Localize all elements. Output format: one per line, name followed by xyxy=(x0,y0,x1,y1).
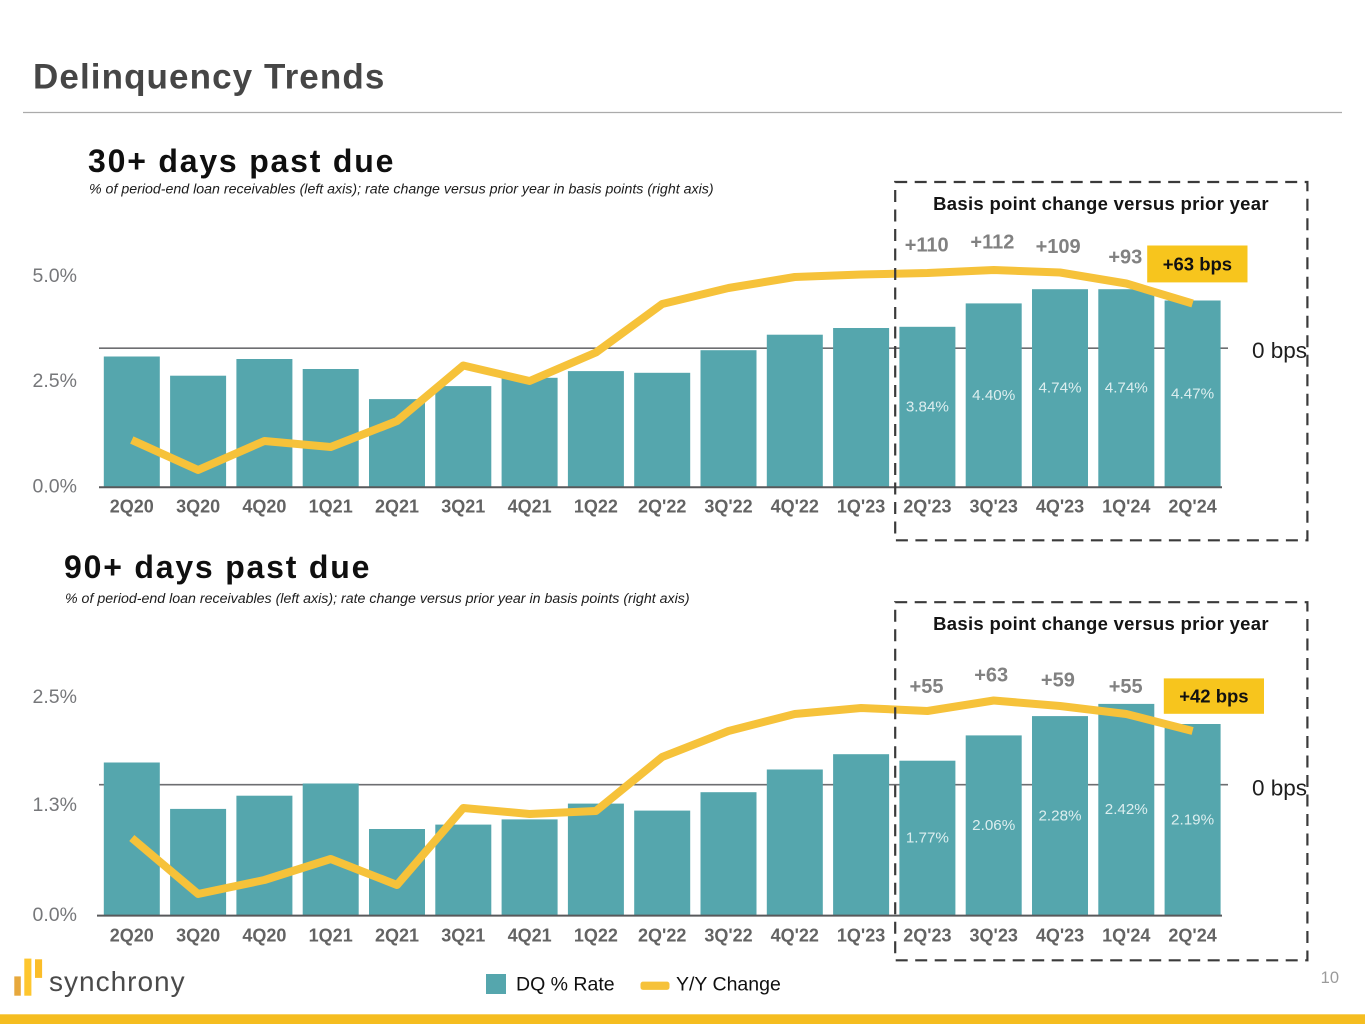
svg-text:2Q20: 2Q20 xyxy=(110,497,154,517)
svg-text:2.06%: 2.06% xyxy=(972,817,1015,834)
svg-text:2.42%: 2.42% xyxy=(1105,801,1148,818)
svg-text:4.74%: 4.74% xyxy=(1105,380,1148,397)
svg-text:4Q'23: 4Q'23 xyxy=(1036,497,1084,517)
svg-text:2.5%: 2.5% xyxy=(33,686,77,708)
svg-text:3Q'22: 3Q'22 xyxy=(704,926,752,946)
svg-text:Basis point change versus prio: Basis point change versus prior year xyxy=(933,613,1269,634)
svg-text:+55: +55 xyxy=(910,676,944,698)
svg-text:+112: +112 xyxy=(970,232,1014,254)
svg-text:2Q'22: 2Q'22 xyxy=(638,926,686,946)
svg-text:1.77%: 1.77% xyxy=(906,830,949,847)
svg-text:4Q'22: 4Q'22 xyxy=(771,926,819,946)
svg-text:3Q'23: 3Q'23 xyxy=(970,497,1018,517)
svg-text:% of period-end loan receivabl: % of period-end loan receivables (left a… xyxy=(65,591,690,607)
svg-text:4.40%: 4.40% xyxy=(972,387,1015,404)
svg-text:+93: +93 xyxy=(1108,247,1142,269)
svg-text:3Q'23: 3Q'23 xyxy=(970,926,1018,946)
svg-text:4Q21: 4Q21 xyxy=(508,926,552,946)
svg-text:2Q21: 2Q21 xyxy=(375,926,419,946)
svg-text:4Q'22: 4Q'22 xyxy=(771,497,819,517)
svg-text:2Q20: 2Q20 xyxy=(110,926,154,946)
svg-text:0 bps: 0 bps xyxy=(1252,338,1307,363)
svg-text:2Q'24: 2Q'24 xyxy=(1168,497,1216,517)
svg-text:1.3%: 1.3% xyxy=(33,794,77,816)
svg-text:2Q21: 2Q21 xyxy=(375,497,419,517)
svg-text:90+ days past due: 90+ days past due xyxy=(64,549,371,585)
svg-text:+63: +63 xyxy=(974,665,1008,687)
svg-text:2.19%: 2.19% xyxy=(1171,811,1214,828)
svg-text:DQ % Rate: DQ % Rate xyxy=(516,974,615,996)
svg-text:1Q'23: 1Q'23 xyxy=(837,497,885,517)
svg-text:4Q'23: 4Q'23 xyxy=(1036,926,1084,946)
svg-text:1Q21: 1Q21 xyxy=(309,497,353,517)
svg-text:2Q'23: 2Q'23 xyxy=(903,497,951,517)
svg-text:5.0%: 5.0% xyxy=(33,265,77,287)
svg-text:+42 bps: +42 bps xyxy=(1179,686,1248,707)
svg-text:3Q'22: 3Q'22 xyxy=(704,497,752,517)
svg-text:0.0%: 0.0% xyxy=(33,904,77,926)
svg-text:4Q21: 4Q21 xyxy=(508,497,552,517)
svg-text:0 bps: 0 bps xyxy=(1252,776,1307,801)
svg-text:4.47%: 4.47% xyxy=(1171,385,1214,402)
svg-text:2.28%: 2.28% xyxy=(1038,807,1081,824)
svg-text:1Q'24: 1Q'24 xyxy=(1102,926,1150,946)
svg-text:4Q20: 4Q20 xyxy=(242,926,286,946)
svg-text:4.74%: 4.74% xyxy=(1038,380,1081,397)
svg-text:2Q'23: 2Q'23 xyxy=(903,926,951,946)
svg-text:2Q'22: 2Q'22 xyxy=(638,497,686,517)
svg-text:+59: +59 xyxy=(1041,669,1075,691)
svg-text:+109: +109 xyxy=(1036,236,1081,258)
svg-text:+63 bps: +63 bps xyxy=(1163,254,1232,275)
svg-text:1Q22: 1Q22 xyxy=(574,926,618,946)
svg-text:2.5%: 2.5% xyxy=(33,370,77,392)
svg-text:3.84%: 3.84% xyxy=(906,399,949,416)
svg-text:3Q21: 3Q21 xyxy=(441,926,485,946)
svg-text:30+ days past due: 30+ days past due xyxy=(88,143,395,179)
svg-text:0.0%: 0.0% xyxy=(33,476,77,498)
svg-text:3Q21: 3Q21 xyxy=(441,497,485,517)
svg-text:+110: +110 xyxy=(905,234,949,256)
svg-text:+55: +55 xyxy=(1109,676,1143,698)
svg-text:2Q'24: 2Q'24 xyxy=(1168,926,1216,946)
svg-text:10: 10 xyxy=(1321,969,1339,987)
svg-text:Y/Y Change: Y/Y Change xyxy=(676,974,781,996)
svg-text:1Q'23: 1Q'23 xyxy=(837,926,885,946)
svg-text:% of period-end loan receivabl: % of period-end loan receivables (left a… xyxy=(89,182,714,198)
svg-text:synchrony: synchrony xyxy=(49,966,186,997)
svg-text:1Q'24: 1Q'24 xyxy=(1102,497,1150,517)
svg-text:1Q22: 1Q22 xyxy=(574,497,618,517)
svg-text:Basis point change versus prio: Basis point change versus prior year xyxy=(933,193,1269,214)
svg-text:3Q20: 3Q20 xyxy=(176,497,220,517)
svg-text:3Q20: 3Q20 xyxy=(176,926,220,946)
svg-text:1Q21: 1Q21 xyxy=(309,926,353,946)
svg-text:4Q20: 4Q20 xyxy=(242,497,286,517)
svg-text:Delinquency Trends: Delinquency Trends xyxy=(33,58,385,97)
